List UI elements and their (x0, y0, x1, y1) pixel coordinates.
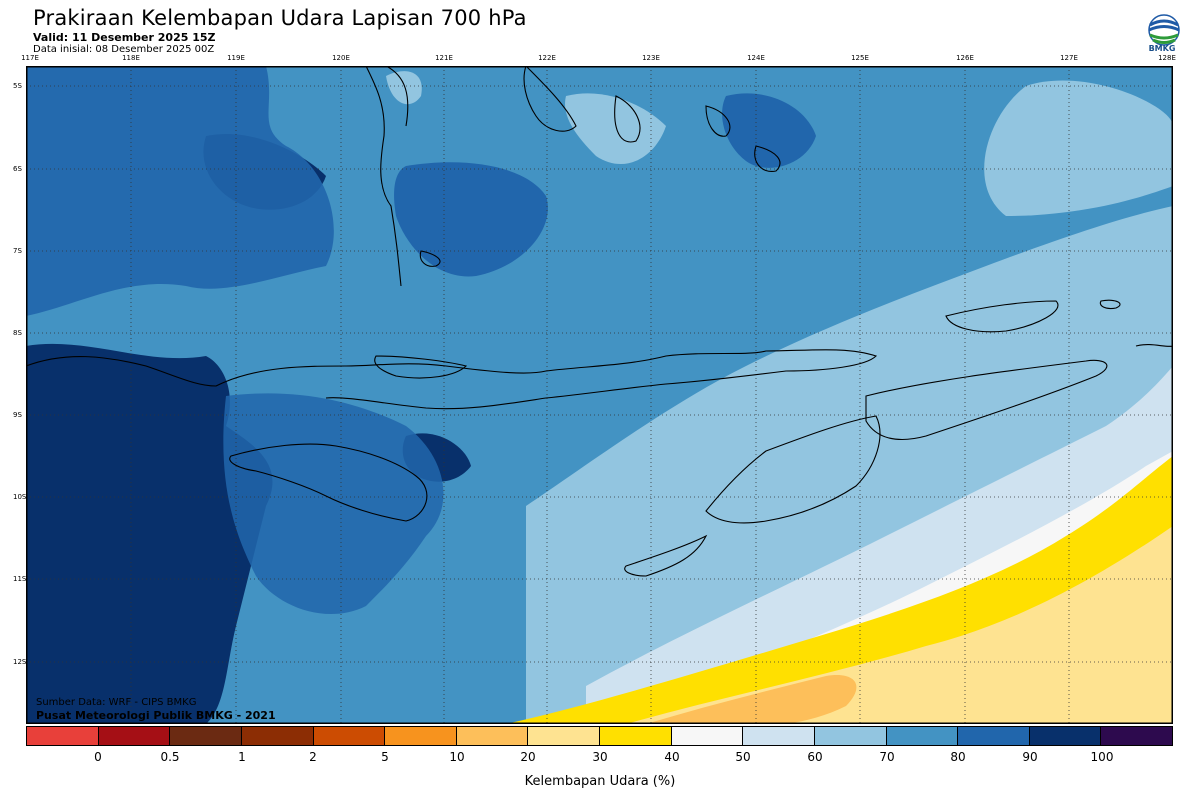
colorbar-swatch (600, 727, 672, 745)
humidity-field-70 (565, 93, 666, 165)
lat-label: 10S (13, 493, 27, 501)
colorbar-tick: 100 (1090, 750, 1114, 764)
grid-lines (26, 66, 1173, 724)
colorbar-tick: 0.5 (160, 750, 180, 764)
colorbar-tick: 1 (238, 750, 246, 764)
lat-label: 7S (13, 247, 22, 255)
humidity-field-85 (394, 162, 548, 277)
colorbar-swatch (98, 727, 171, 745)
humidity-field-70 (386, 71, 422, 105)
colorbar-swatch (241, 727, 314, 745)
colorbar-label: Kelembapan Udara (%) (524, 774, 676, 789)
colorbar-swatch (27, 727, 99, 745)
lon-label: 120E (332, 54, 350, 62)
humidity-field-85 (26, 66, 334, 316)
colorbar (26, 726, 1173, 746)
colorbar-tick: 90 (1022, 750, 1038, 764)
lat-label: 9S (13, 411, 22, 419)
colorbar-swatch (170, 727, 242, 745)
lon-label: 124E (747, 54, 765, 62)
map-frame (26, 66, 1173, 724)
humidity-field-20 (646, 675, 857, 724)
lat-label: 8S (13, 329, 22, 337)
humidity-map (26, 66, 1173, 724)
colorbar-tick: 50 (735, 750, 751, 764)
credit-label: Pusat Meteorologi Publik BMKG - 2021 (36, 709, 276, 722)
colorbar-swatch (1029, 727, 1102, 745)
colorbar-tick: 20 (520, 750, 536, 764)
valid-time: Valid: 11 Desember 2025 15Z (33, 31, 216, 44)
lon-label: 123E (642, 54, 660, 62)
bmkg-logo-icon (1148, 14, 1180, 46)
colorbar-tick: 0 (94, 750, 102, 764)
colorbar-tick: 40 (664, 750, 680, 764)
colorbar-swatch (814, 727, 887, 745)
humidity-field-90 (26, 343, 273, 724)
colorbar-swatch (385, 727, 457, 745)
colorbar-swatch (528, 727, 600, 745)
lat-label: 6S (13, 165, 22, 173)
colorbar-swatch (958, 727, 1030, 745)
map-title: Prakiraan Kelembapan Udara Lapisan 700 h… (33, 6, 527, 30)
logo-label: BMKG (1148, 44, 1176, 53)
humidity-field-30 (626, 526, 1173, 724)
humidity-field-70 (984, 80, 1173, 216)
colorbar-tick: 60 (807, 750, 823, 764)
lon-label: 119E (227, 54, 245, 62)
lat-label: 5S (13, 82, 22, 90)
init-time: Data inisial: 08 Desember 2025 00Z (33, 44, 215, 55)
humidity-field-85 (722, 93, 816, 168)
coastlines (26, 66, 1173, 577)
lon-label: 117E (21, 54, 39, 62)
colorbar-tick: 5 (381, 750, 389, 764)
colorbar-swatch (886, 727, 959, 745)
colorbar-swatch (671, 727, 744, 745)
lon-label: 127E (1060, 54, 1078, 62)
lat-label: 11S (13, 575, 27, 583)
colorbar-tick: 70 (879, 750, 895, 764)
colorbar-swatch (1101, 727, 1172, 745)
colorbar-swatch (456, 727, 529, 745)
lat-label: 12S (13, 658, 27, 666)
lon-label: 126E (956, 54, 974, 62)
humidity-field-85 (223, 393, 444, 615)
lon-label: 118E (122, 54, 140, 62)
lon-label: 128E (1158, 54, 1176, 62)
colorbar-tick: 10 (449, 750, 465, 764)
colorbar-tick: 30 (592, 750, 608, 764)
colorbar-swatch (743, 727, 815, 745)
colorbar-tick: 80 (950, 750, 966, 764)
lon-label: 122E (538, 54, 556, 62)
lon-label: 125E (851, 54, 869, 62)
colorbar-tick: 2 (309, 750, 317, 764)
source-label: Sumber Data: WRF - CIPS BMKG (36, 697, 197, 708)
colorbar-swatch (313, 727, 386, 745)
lon-label: 121E (435, 54, 453, 62)
